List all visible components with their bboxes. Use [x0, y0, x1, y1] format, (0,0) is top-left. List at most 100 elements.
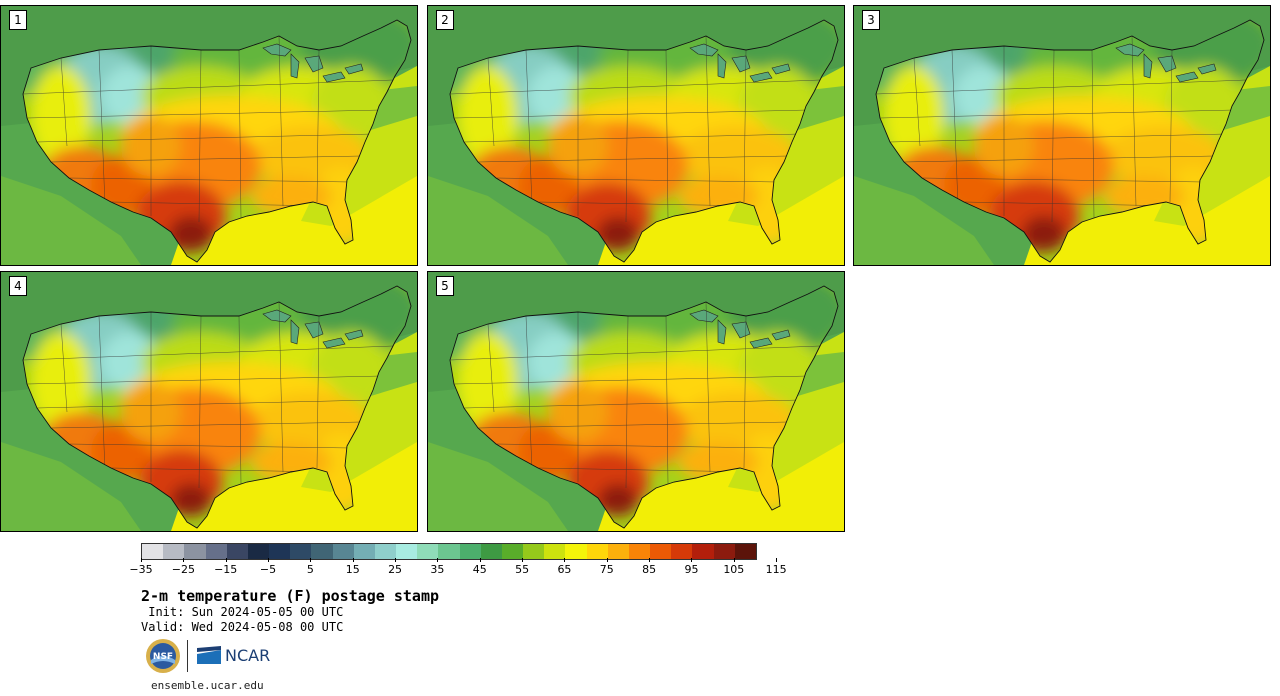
state-boundaries: [23, 35, 394, 223]
great-lake: [262, 43, 292, 57]
colorbar-swatch: [692, 544, 714, 559]
colorbar-swatch: [650, 544, 672, 559]
colorbar-tick-label: −5: [259, 563, 277, 576]
colorbar-tick-label: 75: [599, 563, 614, 576]
coastline: [449, 19, 839, 263]
great-lake: [771, 329, 791, 341]
colorbar-swatch: [374, 544, 397, 559]
great-lake: [304, 55, 324, 73]
member-label: 3: [862, 10, 880, 30]
temperature-blob: [169, 216, 213, 252]
logos: NSF NCAR: [145, 638, 285, 674]
ocean-band: [1, 442, 141, 531]
colorbar-swatch: [247, 544, 270, 559]
member-panel-2: 2: [427, 5, 845, 266]
colorbar-tick: [776, 558, 778, 562]
colorbar-swatch: [269, 544, 291, 559]
colorbar-swatch: [417, 544, 439, 559]
colorbar-tick: [479, 558, 481, 562]
member-label: 2: [436, 10, 454, 30]
great-lake: [322, 337, 346, 349]
ncar-logo: NCAR: [197, 644, 277, 668]
great-lake: [1157, 55, 1177, 73]
colorbar-swatch: [184, 544, 206, 559]
great-lake: [771, 63, 791, 75]
great-lake: [322, 71, 346, 83]
colorbar-swatch: [501, 544, 524, 559]
great-lake: [1175, 71, 1199, 83]
colorbar-tick: [141, 558, 142, 562]
colorbar-tick-label: −25: [171, 563, 195, 576]
great-lake: [1115, 43, 1145, 57]
great-lake: [689, 309, 719, 323]
ocean-band: [428, 176, 568, 265]
colorbar-swatch: [734, 544, 756, 559]
temperature-map: [428, 6, 844, 265]
member-panel-3: 3: [853, 5, 1271, 266]
init-time: Init: Sun 2024-05-05 00 UTC: [141, 605, 344, 619]
colorbar-swatch: [607, 544, 629, 559]
colorbar-ticks: −35 −25 −15 −5 5 15 25 35 45 55 65 75 85 95 105 115: [129, 558, 787, 578]
colorbar-swatch: [142, 544, 164, 559]
colorbar-swatch: [671, 544, 693, 559]
colorbar-tick-label: 85: [642, 563, 657, 576]
colorbar-swatch: [523, 544, 545, 559]
colorbar-swatch: [332, 544, 354, 559]
great-lake: [262, 309, 292, 323]
great-lake: [290, 319, 300, 345]
colorbar-tick: [183, 558, 185, 562]
colorbar-swatch: [311, 544, 333, 559]
great-lake: [304, 321, 324, 339]
great-lake: [749, 71, 773, 83]
state-boundaries: [450, 35, 821, 223]
ocean-band: [428, 442, 568, 531]
member-label: 1: [9, 10, 27, 30]
member-panel-1: 1: [0, 5, 418, 266]
nsf-logo-text: NSF: [153, 652, 173, 662]
great-lake: [717, 53, 727, 79]
colorbar-tick-label: −35: [129, 563, 153, 576]
great-lake: [1143, 53, 1153, 79]
coastline: [22, 285, 412, 529]
colorbar-tick-label: 25: [388, 563, 403, 576]
state-boundaries: [450, 301, 821, 489]
temperature-blob: [170, 483, 212, 517]
ocean-band: [854, 176, 994, 265]
great-lake: [731, 321, 751, 339]
ncar-mark-icon: [197, 646, 221, 664]
state-boundaries: [876, 35, 1247, 223]
colorbar-tick-label: −15: [214, 563, 238, 576]
colorbar-swatch: [544, 544, 566, 559]
colorbar-tick: [564, 558, 566, 562]
member-panel-4: 4: [0, 271, 418, 532]
colorbar-swatch: [459, 544, 481, 559]
colorbar-tick: [691, 558, 693, 562]
colorbar-tick: [395, 558, 397, 562]
state-boundaries: [23, 301, 394, 489]
logo-divider: [187, 640, 188, 672]
great-lake: [1197, 63, 1217, 75]
coastline: [22, 19, 412, 263]
valid-time: Valid: Wed 2024-05-08 00 UTC: [141, 620, 344, 634]
colorbar-tick: [225, 558, 227, 562]
colorbar-tick: [606, 558, 608, 562]
colorbar-swatch: [396, 544, 418, 559]
colorbar-tick-label: 35: [430, 563, 445, 576]
temperature-map: [854, 6, 1270, 265]
great-lake: [344, 63, 364, 75]
colorbar-swatch: [353, 544, 375, 559]
great-lake: [344, 329, 364, 341]
colorbar-tick: [522, 558, 524, 562]
great-lake: [749, 337, 773, 349]
colorbar-swatch: [565, 544, 587, 559]
colorbar-tick: [437, 558, 439, 562]
member-label: 5: [436, 276, 454, 296]
colorbar-swatch: [480, 544, 502, 559]
temperature-map: [428, 272, 844, 531]
member-label: 4: [9, 276, 27, 296]
colorbar-tick-label: 105: [723, 563, 745, 576]
colorbar-tick-label: 45: [472, 563, 487, 576]
plot-title: 2-m temperature (F) postage stamp: [141, 587, 440, 605]
nsf-logo-icon: NSF: [146, 639, 180, 673]
temperature-blob: [598, 483, 638, 517]
